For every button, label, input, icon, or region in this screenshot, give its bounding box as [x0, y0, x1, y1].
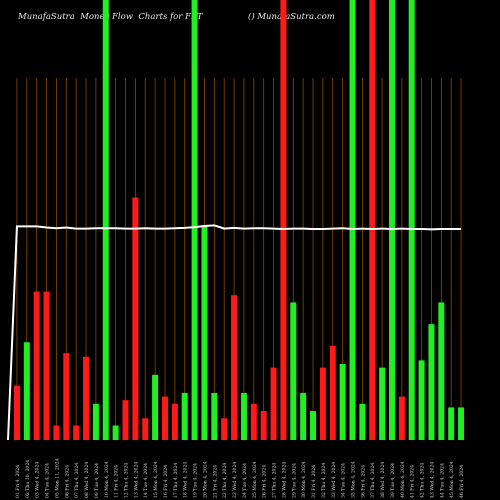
x-tick-label: 27 Thu 4, 2024 — [272, 463, 278, 498]
x-tick-label: 40 Mon 4, 2024 — [400, 461, 406, 498]
x-tick-label: 29 Tue 4, 2024 — [291, 463, 297, 498]
x-tick-label: 41 Fri 4, 2024 — [410, 465, 416, 498]
bar — [221, 418, 228, 440]
x-tick-label: 43 Wed 4, 2024 — [429, 462, 435, 498]
bar — [260, 411, 267, 440]
bar — [102, 0, 109, 440]
x-tick-label: 39 Tue 4, 2024 — [390, 463, 396, 498]
bar — [250, 403, 257, 440]
x-tick-label: 32 Thu 4, 2024 — [321, 463, 327, 498]
bar — [458, 407, 465, 440]
x-tick-label: 03 Wed 4, 2024 — [35, 462, 41, 498]
bar — [161, 396, 168, 440]
bar — [369, 0, 376, 440]
bar — [280, 0, 287, 440]
x-tick-label: 31 Fri 4, 2024 — [311, 465, 317, 498]
bar — [428, 324, 435, 440]
bar — [211, 392, 218, 440]
x-tick-label: 44 Tue 4, 2024 — [439, 463, 445, 498]
bar — [319, 367, 326, 440]
x-tick-label: 06 Fri 4, 2024 — [64, 465, 70, 498]
x-tick-label: 14 Tue 4, 2024 — [143, 463, 149, 498]
bar — [83, 356, 90, 440]
bar — [181, 392, 188, 440]
bar — [33, 291, 40, 440]
x-tick-label: 34 Tue 4, 2024 — [341, 463, 347, 498]
x-tick-label: 38 Wed 4, 2024 — [380, 462, 386, 498]
bar — [398, 396, 405, 440]
x-tick-label: 17 Thu 4, 2024 — [173, 463, 179, 498]
bar — [339, 363, 346, 440]
x-tick-label: 35 Mon 4, 2024 — [351, 461, 357, 498]
bar — [438, 302, 445, 440]
x-tick-label: 05 Mon 11, 2024 — [54, 458, 60, 498]
x-tick-label: 22 Thu 4, 2024 — [222, 463, 228, 498]
bar — [240, 392, 247, 440]
x-tick-label: 30 Mon 4, 2024 — [301, 461, 307, 498]
watermark-text: () MunafaSutra.com — [248, 12, 335, 22]
x-tick-label: 15 Mon 4, 2024 — [153, 461, 159, 498]
x-tick-label: 21 Fri 4, 2024 — [212, 465, 218, 498]
bar — [300, 392, 307, 440]
bar — [270, 367, 277, 440]
bar — [408, 0, 415, 440]
bar — [171, 403, 178, 440]
x-tick-label: 33 Wed 4, 2024 — [331, 462, 337, 498]
bar — [379, 367, 386, 440]
bar — [191, 0, 198, 440]
bar — [388, 0, 395, 440]
x-tick-label: 19 Tue 4, 2024 — [193, 463, 199, 498]
x-tick-label: 23 Wed 4, 2024 — [232, 462, 238, 498]
x-tick-label: 26 Fri 4, 2024 — [262, 465, 268, 498]
x-tick-label: 28 Wed 4, 2024 — [281, 462, 287, 498]
bar — [418, 360, 425, 440]
bar — [73, 425, 80, 440]
x-tick-label: 46 Fri 4, 2024 — [459, 465, 465, 498]
bar — [448, 407, 455, 440]
x-tick-label: 04 Tue 4, 2024 — [45, 463, 51, 498]
x-tick-label: 16 Fri 4, 2024 — [163, 465, 169, 498]
x-tick-label: 24 Tue 4, 2024 — [242, 463, 248, 498]
bar — [349, 0, 356, 440]
bar — [142, 418, 149, 440]
trend-line — [7, 224, 462, 441]
x-tick-label: 37 Thu 4, 2024 — [370, 463, 376, 498]
bar — [329, 345, 336, 440]
bar — [290, 302, 297, 440]
x-tick-label: 02 Thu 10, 2024 — [25, 460, 31, 498]
bar — [112, 425, 119, 440]
bar — [201, 226, 208, 440]
x-tick-label: 07 Thu 4, 2024 — [74, 463, 80, 498]
x-tick-label: 11 Fri 4, 2024 — [114, 465, 120, 498]
x-tick-label: 42 Thu 4, 2024 — [420, 463, 426, 498]
bar — [359, 403, 366, 440]
bar — [152, 374, 159, 440]
bar — [310, 411, 317, 440]
x-tick-label: 25 Mon 4, 2024 — [252, 461, 258, 498]
x-tick-label: 20 Mon 4, 2024 — [202, 461, 208, 498]
bar — [231, 295, 238, 440]
x-tick-label: 45 Mon 4, 2024 — [449, 461, 455, 498]
x-tick-label: 36 Fri 4, 2024 — [360, 465, 366, 498]
bar — [92, 403, 99, 440]
x-tick-label: 10 Mon 4, 2024 — [104, 461, 110, 498]
bar — [53, 425, 60, 440]
x-tick-label: 18 Wed 4, 2024 — [183, 462, 189, 498]
x-tick-label: 13 Wed 4, 2024 — [133, 462, 139, 498]
bar — [23, 342, 30, 440]
bar — [63, 353, 70, 440]
bar — [122, 400, 129, 440]
bar — [43, 291, 50, 440]
x-tick-label: 01 Fri 4, 2024 — [15, 465, 21, 498]
x-tick-label: 09 Tue 4, 2024 — [94, 463, 100, 498]
x-tick-label: 12 Thu 4, 2024 — [124, 463, 130, 498]
x-tick-label: 08 Wed 4, 2024 — [84, 462, 90, 498]
bar — [13, 385, 20, 440]
bar — [132, 197, 139, 440]
